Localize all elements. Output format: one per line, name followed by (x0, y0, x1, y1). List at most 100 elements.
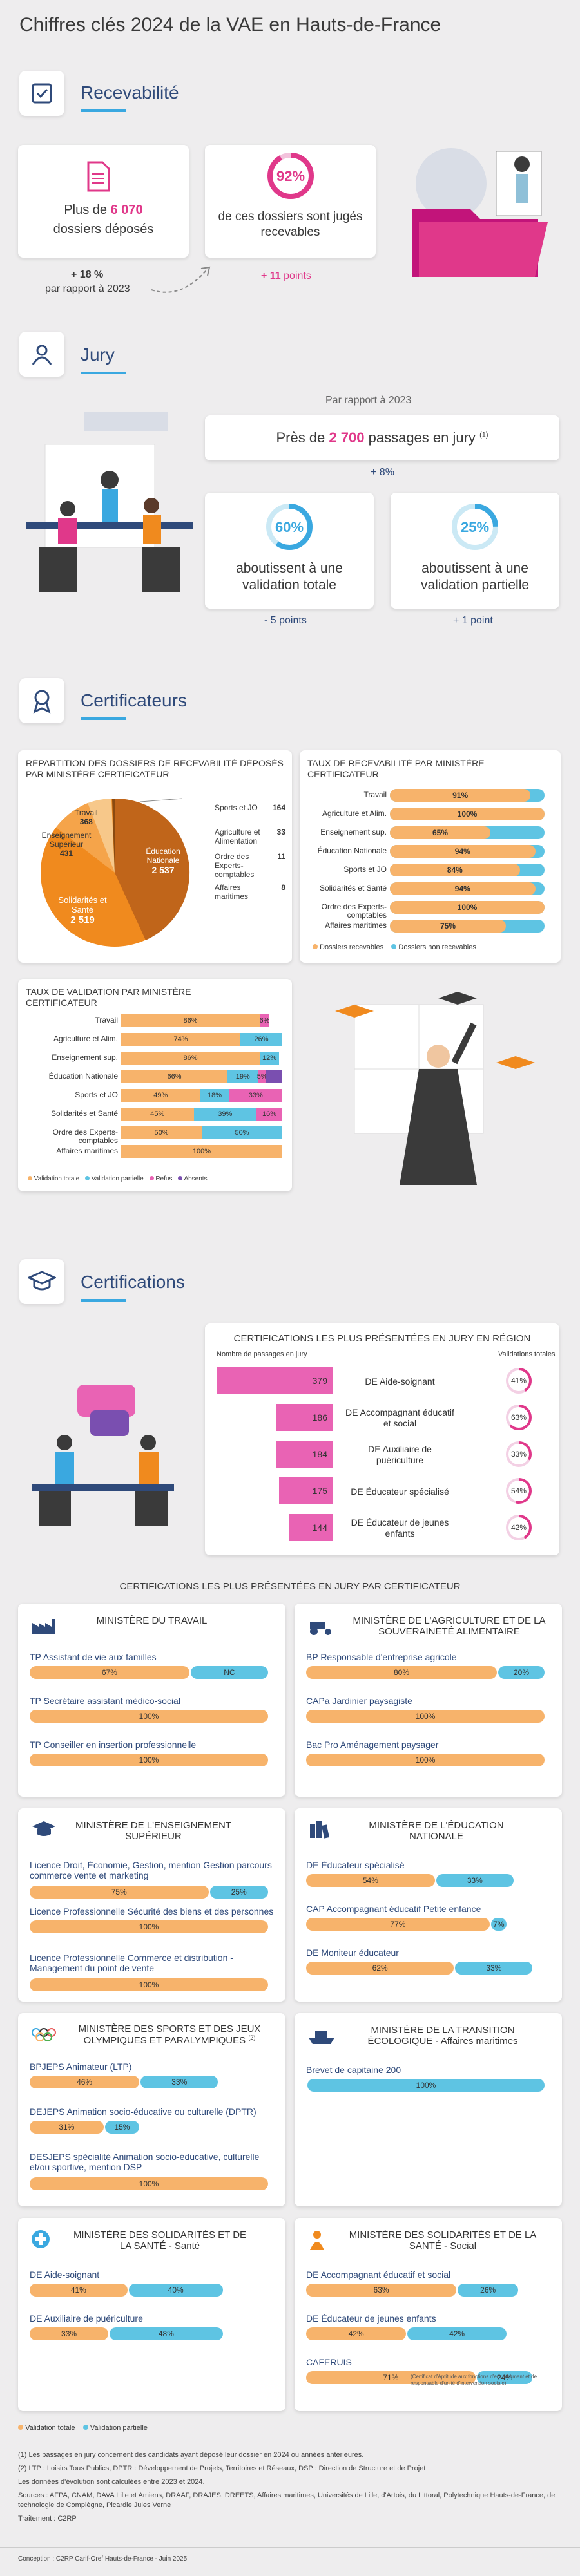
ministry-bar-total: 100% (30, 2177, 268, 2190)
ministry-cert-name: BP Responsable d'entreprise agricole (306, 1652, 457, 1662)
region-card: CERTIFICATIONS LES PLUS PRÉSENTÉES EN JU… (205, 1323, 559, 1555)
pie-slice-sup (56, 803, 115, 873)
region-cert-name: DE Aide-soignant (365, 1376, 435, 1387)
val-row-label: Éducation Nationale (48, 1072, 118, 1081)
footer: (1) Les passages en jury concernent des … (18, 2450, 563, 2524)
ministry-title-eco: MINISTÈRE DE LA TRANSITION ÉCOLOGIQUE - … (367, 2025, 518, 2047)
ministry-bar-total: 100% (30, 1920, 268, 1933)
pie-label-sante: Solidarités et Santé (58, 895, 107, 914)
ministry-card-eco: MINISTÈRE DE LA TRANSITION ÉCOLOGIQUE - … (295, 2013, 562, 2206)
section-underline (81, 109, 126, 112)
ministry-cert-name: Brevet de capitaine 200 (306, 2065, 401, 2075)
side-value-maritimes: 8 (281, 883, 285, 892)
pie-slice-education (115, 798, 190, 940)
ministry-cert-name: CAFERUIS (306, 2357, 352, 2367)
val-row-label: Affaires maritimes (56, 1146, 118, 1155)
region-bar: 186 (275, 1404, 333, 1431)
sports-footnote: (2) (248, 2034, 256, 2041)
section-underline (81, 717, 126, 720)
section-title-jury: Jury (81, 345, 115, 365)
dossiers-delta-suffix: par rapport à 2023 (45, 283, 130, 294)
ministry-cert-name: DE Aide-soignant (30, 2269, 100, 2280)
rec-rate-card: TAUX DE RECEVABILITÉ PAR MINISTÈRE CERTI… (300, 750, 561, 963)
ministry-title-sante2: MINISTÈRE DES SOLIDARITÉS ET DE LA SANTÉ… (349, 2230, 537, 2251)
total-card: 60% aboutissent à une validation totale (205, 493, 374, 609)
rec-bar-recevables: 94% (390, 882, 536, 895)
caferuis-note: (Certificat d'Aptitude aux fonctions d'e… (411, 2374, 537, 2386)
ministry-cert-name: Bac Pro Aménagement paysager (306, 1739, 439, 1750)
ministry-bar-partial: NC (190, 1666, 268, 1679)
region-ring (506, 1441, 532, 1467)
ministry-bar-total: 31% (30, 2121, 104, 2134)
traitement: Traitement : C2RP (18, 2515, 77, 2523)
ministry-bar-partial: 33% (140, 2076, 218, 2088)
rec-bar-recevables: 65% (390, 826, 490, 839)
val-seg-refus: 6% (260, 1014, 269, 1027)
val-row-label: Solidarités et Santé (50, 1109, 118, 1118)
dashed-arrow (148, 254, 219, 303)
ministry-cert-name: TP Secrétaire assistant médico-social (30, 1696, 180, 1706)
dossiers-delta: + 18 % (71, 269, 104, 280)
ministry-bar-total: 75% (30, 1886, 209, 1899)
ministry-bar-partial: 100% (307, 2079, 545, 2092)
ministry-cert-name: CAP Accompagnant éducatif Petite enfance (306, 1904, 481, 1914)
ministry-card-sports: MINISTÈRE DES SPORTS ET DES JEUX OLYMPIQ… (18, 2013, 285, 2206)
pie-slice-travail (88, 799, 115, 873)
region-bar: 175 (278, 1477, 333, 1504)
ministry-card-sante1: MINISTÈRE DES SOLIDARITÉS ET DE LA SANTÉ… (18, 2218, 285, 2411)
region-pct: 63% (510, 1413, 527, 1422)
factory-icon (31, 1616, 57, 1639)
passages-delta: + 8% (371, 467, 394, 478)
region-pct: 33% (510, 1450, 527, 1459)
total-ring (266, 504, 313, 550)
ministry-bar-total: 100% (306, 1754, 545, 1766)
footnote-3: Les données d'évolution sont calculées e… (18, 2478, 205, 2486)
recevables-delta-suffix: points (284, 270, 311, 281)
ministry-cert-name: Licence Professionnelle Sécurité des bie… (30, 1906, 274, 1917)
ministry-bar-partial: 7% (490, 1918, 507, 1931)
val-seg-refus: 33% (229, 1089, 282, 1102)
region-cert-name: DE Accompagnant éducatif et social (345, 1407, 454, 1428)
passages-value: 2 700 (329, 430, 365, 446)
ministry-cert-name: Licence Professionnelle Commerce et dist… (30, 1953, 233, 1973)
ministry-card-edu: MINISTÈRE DE L'ÉDUCATION NATIONALE DE Éd… (295, 1808, 562, 2002)
pie-label-sup: Enseignement Supérieur (41, 831, 92, 849)
ministry-bar-total: 71% (306, 2371, 476, 2384)
val-seg-refus: 5% (257, 1070, 267, 1083)
rec-bar-recevables: 91% (390, 789, 531, 802)
tractor-icon (307, 1616, 336, 1639)
side-label-maritimes: Affaires maritimes (215, 883, 249, 901)
ministry-bar-total: 46% (30, 2076, 140, 2088)
ministry-cert-name: Licence Droit, Économie, Gestion, mentio… (30, 1860, 272, 1880)
checklist-icon (19, 71, 64, 116)
val-rate-card: TAUX DE VALIDATION PAR MINISTÈRE CERTIFI… (18, 979, 292, 1191)
olympic-rings-icon (31, 2027, 57, 2046)
val-seg-absents (266, 1070, 282, 1083)
folder-illustration (400, 138, 567, 283)
rec-bar-recevables: 75% (390, 920, 506, 933)
ministry-bar-total: 80% (306, 1666, 497, 1679)
rec-bar-recevables: 100% (390, 901, 545, 914)
ministry-cert-name: CAPa Jardinier paysagiste (306, 1696, 412, 1706)
total-delta: - 5 points (264, 615, 307, 626)
ministry-card-sup: MINISTÈRE DE L'ENSEIGNEMENT SUPÉRIEUR Li… (18, 1808, 285, 2002)
graduation-cap-icon (19, 1259, 64, 1304)
val-legend-total: Validation totale (34, 1175, 80, 1182)
ministry-bar-total: 41% (30, 2284, 128, 2297)
books-icon (307, 1820, 333, 1842)
val-row-label: Sports et JO (75, 1090, 118, 1099)
ministry-bar-partial: 40% (128, 2284, 223, 2297)
val-seg-partial: 12% (260, 1052, 279, 1065)
meeting-illustration (19, 1365, 187, 1536)
person-icon (19, 332, 64, 377)
region-bar: 144 (288, 1514, 333, 1541)
val-seg-total: 45% (121, 1108, 194, 1121)
val-seg-partial: 18% (200, 1089, 229, 1102)
social-icon (307, 2230, 327, 2255)
recevables-text: de ces dossiers sont jugés recevables (218, 210, 363, 239)
rec-row-label: Sports et JO (343, 865, 387, 874)
ministry-bar-total: 100% (30, 1754, 268, 1766)
passages-footnote: (1) (479, 431, 488, 439)
ministry-bar-total: 100% (306, 1710, 545, 1723)
graduate-illustration (329, 985, 548, 1195)
